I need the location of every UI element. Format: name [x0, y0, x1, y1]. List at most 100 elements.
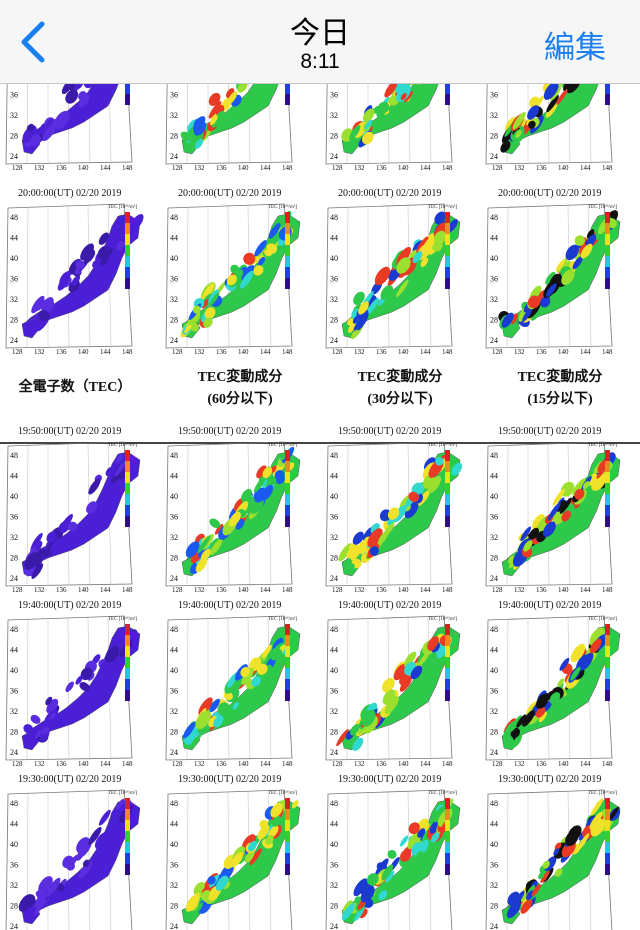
latitude-label: 24: [10, 748, 18, 757]
latitude-label: 32: [170, 881, 178, 890]
colorbar-segment: [445, 864, 450, 875]
colorbar-segment: [605, 679, 610, 690]
latitude-label: 32: [10, 295, 18, 304]
longitude-label: 136: [536, 164, 547, 172]
tec-value-patch: [506, 900, 521, 919]
tec-value-patch: [346, 548, 356, 559]
tec-value-patch: [67, 521, 78, 532]
tec-value-patch: [82, 859, 90, 868]
tec-value-patch: [57, 276, 69, 291]
colorbar-segment: [125, 646, 130, 657]
tec-value-patch: [522, 710, 535, 727]
latitude-label: 36: [330, 687, 338, 696]
tec-value-patch: [590, 798, 604, 816]
colorbar-segment: [605, 831, 610, 842]
latitude-label: 48: [170, 625, 178, 634]
tec-value-patch: [520, 526, 532, 542]
tec-value-patch: [420, 257, 429, 268]
longitude-label: 140: [78, 760, 89, 768]
latitude-label: 40: [10, 840, 18, 849]
tec-value-patch: [116, 798, 125, 810]
tec-value-patch: [80, 243, 95, 261]
latitude-label: 36: [10, 91, 18, 100]
tec-value-patch: [183, 721, 196, 739]
tec-value-patch: [523, 540, 533, 552]
tec-value-patch: [232, 702, 239, 710]
latitude-label: 32: [490, 295, 498, 304]
longitude-label: 136: [536, 348, 547, 356]
latitude-label: 48: [490, 625, 498, 634]
tec-value-patch: [23, 724, 34, 734]
tec-value-patch: [233, 498, 246, 512]
tec-value-patch: [249, 848, 262, 866]
tec-value-patch: [35, 890, 47, 901]
colorbar-segment: [605, 798, 610, 809]
tec-value-patch: [98, 809, 111, 826]
longitude-label: 136: [56, 586, 67, 594]
tec-value-patch: [362, 108, 375, 123]
tec-value-patch: [268, 825, 279, 839]
latitude-label: 32: [330, 533, 338, 542]
colorbar-title: TEC [10¹⁶/m²]: [588, 790, 617, 796]
longitude-label: 148: [282, 348, 293, 356]
tec-value-patch: [549, 692, 561, 705]
tec-value-patch: [100, 253, 110, 266]
longitude-label: 148: [122, 586, 133, 594]
tec-value-patch: [202, 128, 212, 142]
map-timestamp: 20:00:00(UT) 02/20 2019: [338, 188, 442, 199]
colorbar-segment: [285, 831, 290, 842]
tec-value-patch: [191, 902, 204, 919]
longitude-label: 128: [492, 348, 503, 356]
tec-value-patch: [38, 876, 53, 894]
longitude-label: 140: [238, 164, 249, 172]
tec-value-patch: [116, 230, 126, 242]
longitude-label: 140: [78, 586, 89, 594]
tec-value-patch: [374, 881, 388, 899]
tec-value-patch: [361, 709, 376, 727]
latitude-label: 36: [10, 687, 18, 696]
latitude-label: 48: [10, 213, 18, 222]
map-frame: [5, 84, 133, 165]
edit-button[interactable]: 編集: [544, 30, 606, 65]
longitude-label: 128: [492, 164, 503, 172]
map-frame: [325, 203, 453, 349]
tec-value-patch: [515, 130, 522, 138]
tec-value-patch: [529, 96, 540, 108]
tec-value-patch: [241, 834, 256, 852]
tec-value-patch: [574, 488, 585, 500]
tec-value-patch: [376, 106, 386, 118]
tec-value-patch: [237, 84, 248, 93]
colorbar-segment: [285, 798, 290, 809]
tec-value-patch: [378, 890, 388, 901]
colorbar-segment: [285, 245, 290, 256]
tec-map-image: TEC [10¹⁶/m²]484440363228241281321361401…: [5, 84, 133, 172]
latitude-label: 24: [330, 748, 338, 757]
colorbar-title: TEC [10¹⁶/m²]: [108, 790, 137, 796]
tec-value-patch: [257, 256, 266, 266]
latitude-label: 28: [170, 316, 178, 325]
back-button[interactable]: [14, 18, 54, 66]
tec-value-patch: [50, 538, 62, 553]
tec-value-patch: [538, 871, 545, 880]
tec-value-patch: [28, 725, 39, 740]
latitude-label: 24: [10, 922, 18, 930]
tec-value-patch: [556, 89, 568, 105]
map-frame: [325, 441, 453, 587]
latitude-label: 44: [10, 820, 18, 829]
tec-value-patch: [110, 646, 118, 656]
longitude-label: 132: [514, 164, 525, 172]
colorbar-segment: [605, 461, 610, 472]
colorbar-segment: [605, 234, 610, 245]
latitude-label: 32: [170, 707, 178, 716]
latitude-label: 36: [490, 91, 498, 100]
colorbar-segment: [605, 494, 610, 505]
colorbar-title: TEC [10¹⁶/m²]: [108, 442, 137, 448]
longitude-label: 148: [122, 348, 133, 356]
tec-value-patch: [570, 666, 581, 681]
latitude-label: 24: [10, 574, 18, 583]
latitude-label: 24: [490, 336, 498, 345]
longitude-label: 136: [216, 586, 227, 594]
tec-value-patch: [214, 523, 224, 535]
tec-map-panel: TEC [10¹⁶/m²] 48 44 40 36 32 28 24 128 132 136 140 1…: [320, 424, 480, 594]
